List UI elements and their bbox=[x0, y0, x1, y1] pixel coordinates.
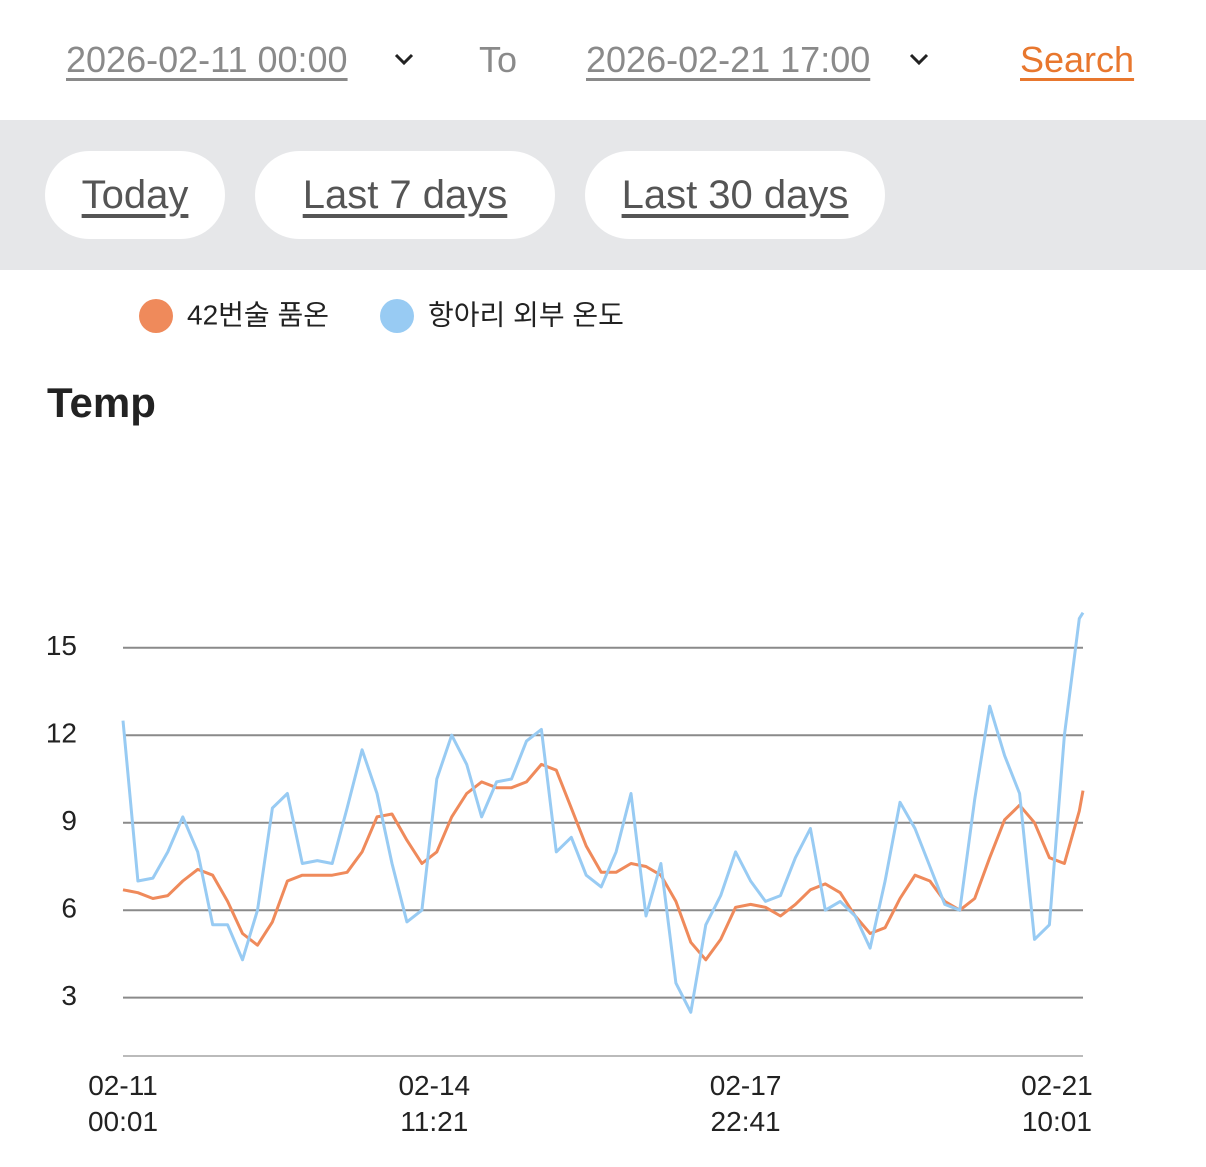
x-tick-label: 02-11 00:01 bbox=[87, 1070, 159, 1137]
chevron[interactable] bbox=[393, 52, 415, 68]
preset-button[interactable]: Last 30 days bbox=[585, 151, 885, 239]
chart-title: Temp bbox=[47, 379, 156, 426]
legend-label: 42번술 품온 bbox=[187, 299, 329, 330]
legend-swatch bbox=[139, 299, 173, 333]
preset-button[interactable]: Today bbox=[45, 151, 225, 239]
y-tick-label: 6 bbox=[61, 893, 77, 924]
to-label: To bbox=[479, 39, 518, 80]
legend-swatch bbox=[380, 299, 414, 333]
y-tick-label: 12 bbox=[46, 718, 77, 749]
y-tick-label: 15 bbox=[46, 630, 77, 661]
search-button[interactable]: Search bbox=[1020, 39, 1135, 80]
series-line bbox=[121, 611, 1085, 1014]
y-tick-label: 3 bbox=[61, 980, 77, 1011]
legend-label: 항아리 외부 온도 bbox=[428, 299, 624, 330]
y-tick-label: 9 bbox=[61, 805, 77, 836]
x-tick-label: 02-17 22:41 bbox=[709, 1070, 782, 1137]
to-date[interactable]: 2026-02-21 17:00 bbox=[586, 39, 871, 80]
from-date[interactable]: 2026-02-11 00:00 bbox=[66, 39, 348, 80]
x-tick-label: 02-14 11:21 bbox=[398, 1070, 471, 1137]
chevron[interactable] bbox=[908, 52, 930, 68]
preset-button[interactable]: Last 7 days bbox=[255, 151, 555, 239]
preset-bar: Today Last 7 days Last 30 days bbox=[0, 120, 1206, 270]
series-line bbox=[122, 762, 1085, 962]
x-tick-label: 02-21 10:01 bbox=[1021, 1070, 1093, 1137]
